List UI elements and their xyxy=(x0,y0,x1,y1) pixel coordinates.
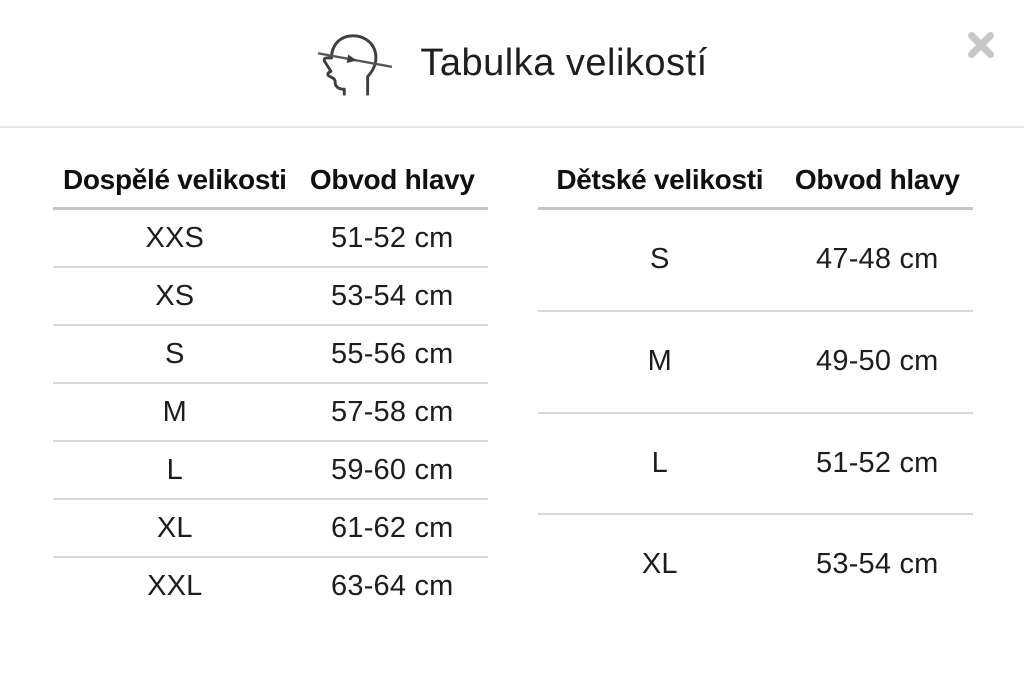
circumference-cell: 51-52 cm xyxy=(781,412,973,516)
size-cell: XL xyxy=(641,548,678,581)
adult-sizes-table: Dospělé velikosti Obvod hlavy XXS 51-52 … xyxy=(53,152,488,614)
size-tables: Dospělé velikosti Obvod hlavy XXS 51-52 … xyxy=(0,152,1024,614)
size-cell: S xyxy=(53,325,297,384)
circumference-cell: 49-50 cm xyxy=(781,310,973,414)
size-cell: XS xyxy=(53,267,297,326)
adult-circumference-column-header: Obvod hlavy xyxy=(296,152,488,210)
children-sizes-table: Dětské velikosti Obvod hlavy S 47-48 cm … xyxy=(538,152,973,614)
table-row: L 59-60 cm xyxy=(53,441,488,500)
table-row: M 57-58 cm xyxy=(53,383,488,442)
size-cell: L xyxy=(53,441,297,500)
adult-size-column-header: Dospělé velikosti xyxy=(53,152,297,210)
circumference-cell: 55-56 cm xyxy=(296,325,488,384)
table-row: M 49-50 cm xyxy=(538,310,973,414)
circumference-cell: 61-62 cm xyxy=(296,499,488,558)
table-header-row: Dětské velikosti Obvod hlavy xyxy=(538,152,973,210)
circumference-cell: 63-64 cm xyxy=(331,569,454,602)
size-cell: XXL xyxy=(147,569,203,602)
table-row: L 51-52 cm xyxy=(538,412,973,516)
size-cell: L xyxy=(538,412,782,516)
size-cell: XL xyxy=(53,499,297,558)
circumference-cell: 53-54 cm xyxy=(816,548,939,581)
size-cell: M xyxy=(538,310,782,414)
table-row: XL 53-54 cm xyxy=(538,514,973,614)
modal-header: Tabulka velikostí xyxy=(0,0,1024,128)
circumference-cell: 59-60 cm xyxy=(296,441,488,500)
table-row: XXS 51-52 cm xyxy=(53,208,488,268)
table-row: XS 53-54 cm xyxy=(53,267,488,326)
children-circumference-column-header: Obvod hlavy xyxy=(781,152,973,210)
circumference-cell: 57-58 cm xyxy=(296,383,488,442)
table-row: S 55-56 cm xyxy=(53,325,488,384)
head-circumference-icon xyxy=(316,28,394,98)
size-cell: S xyxy=(538,208,782,312)
size-cell: M xyxy=(53,383,297,442)
table-row: S 47-48 cm xyxy=(538,208,973,312)
circumference-cell: 53-54 cm xyxy=(296,267,488,326)
modal-title: Tabulka velikostí xyxy=(420,41,708,84)
table-header-row: Dospělé velikosti Obvod hlavy xyxy=(53,152,488,210)
children-size-column-header: Dětské velikosti xyxy=(538,152,782,210)
table-row: XXL 63-64 cm xyxy=(53,557,488,614)
size-cell: XXS xyxy=(53,208,297,268)
circumference-cell: 51-52 cm xyxy=(296,208,488,268)
close-button[interactable] xyxy=(964,28,998,62)
table-row: XL 61-62 cm xyxy=(53,499,488,558)
close-icon xyxy=(968,32,994,58)
circumference-cell: 47-48 cm xyxy=(781,208,973,312)
